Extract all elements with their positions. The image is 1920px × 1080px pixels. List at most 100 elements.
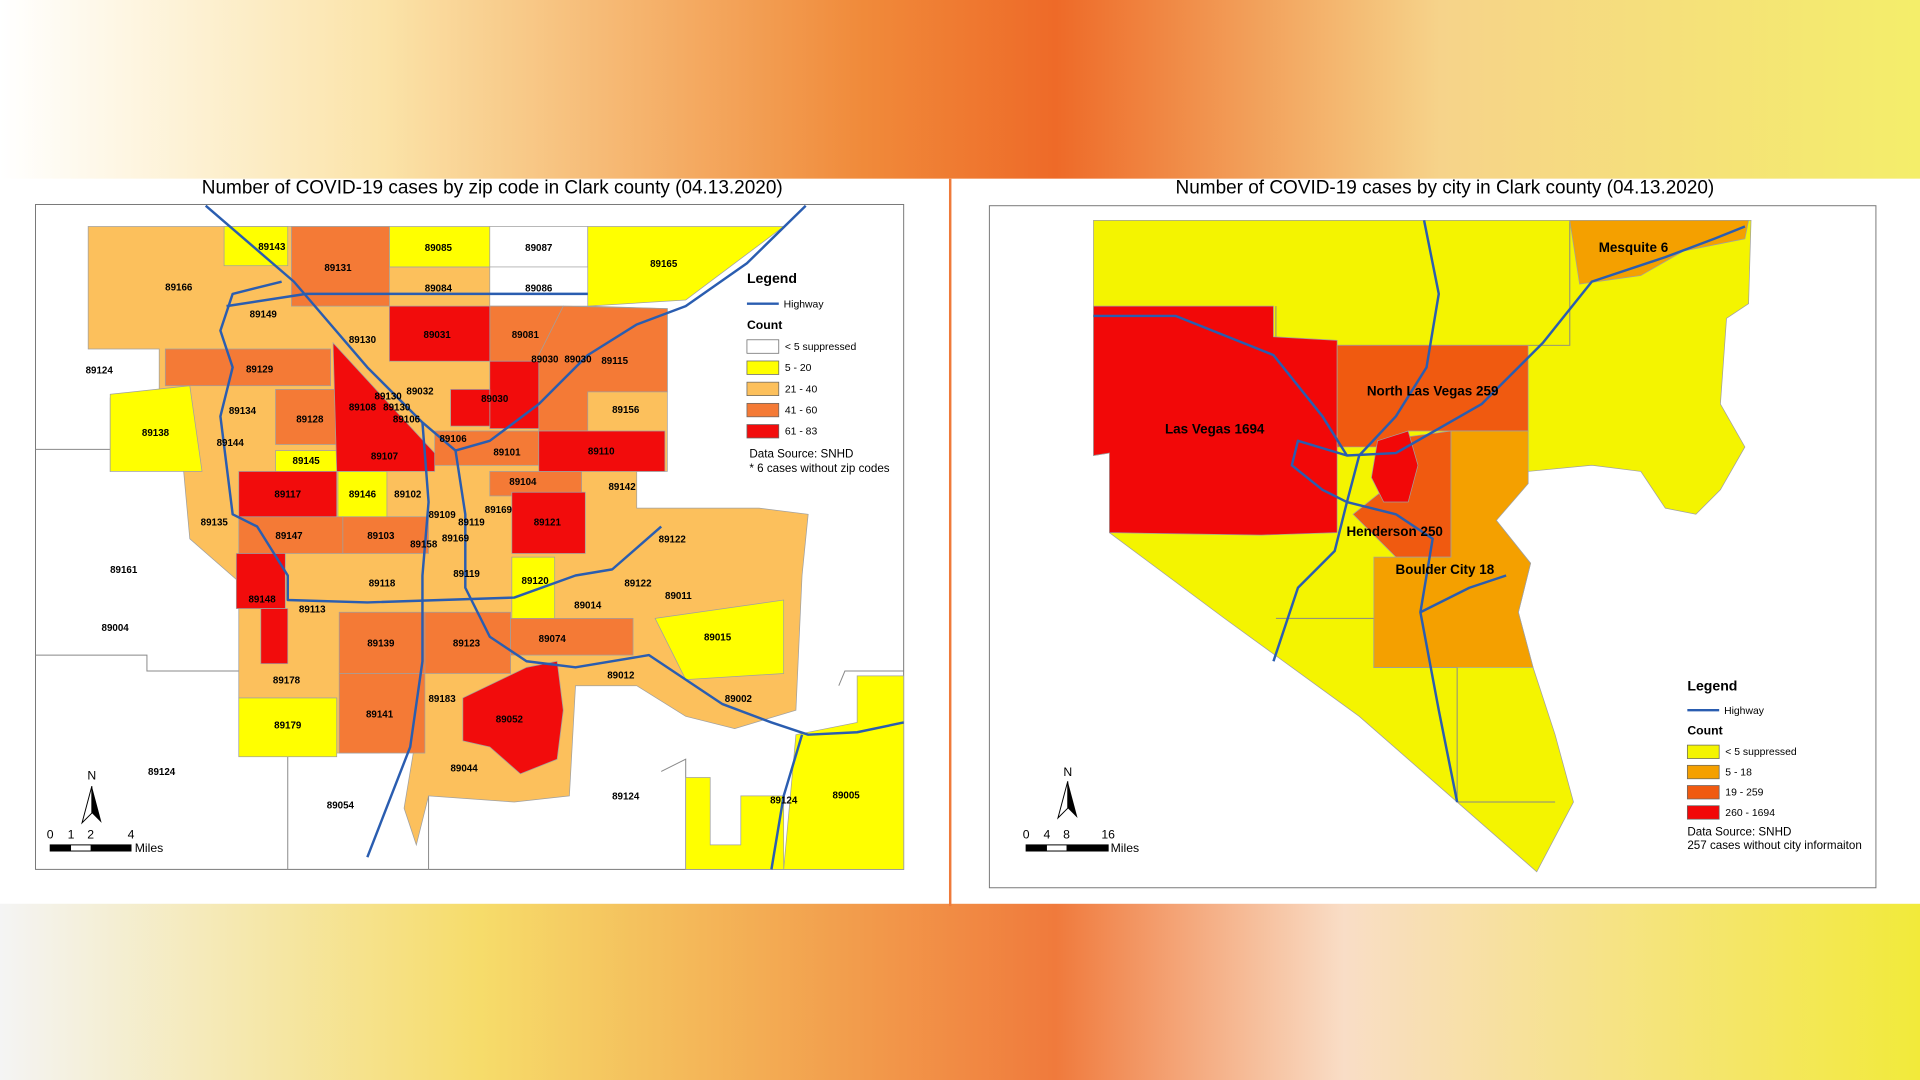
legend-title: Legend xyxy=(747,270,797,286)
zip-label: 89101 xyxy=(493,448,521,459)
note: * 6 cases without zip codes xyxy=(749,462,889,475)
legend-label: 5 - 20 xyxy=(785,363,812,374)
region xyxy=(1371,430,1419,503)
legend-highway: Highway xyxy=(1724,706,1765,717)
legend-label: < 5 suppressed xyxy=(1725,747,1797,758)
legend-label: 61 - 83 xyxy=(785,427,818,438)
top-band xyxy=(0,0,1920,179)
legend-count-title: Count xyxy=(747,318,782,332)
region xyxy=(511,556,556,619)
region xyxy=(511,491,586,554)
zip-label: 89143 xyxy=(258,242,286,253)
zip-label: 89129 xyxy=(246,364,274,375)
note: 257 cases without city informaiton xyxy=(1687,839,1861,852)
region xyxy=(332,341,436,472)
zip-label: 89106 xyxy=(393,415,421,426)
note: Data Source: SNHD xyxy=(749,447,853,460)
zip-label: 89135 xyxy=(201,517,229,528)
scale-label: 2 xyxy=(87,827,94,841)
zip-label: 89148 xyxy=(248,595,276,606)
zip-label: 89108 xyxy=(349,402,377,413)
zip-label: 89146 xyxy=(349,489,377,500)
legend: Legend Highway Count < 5 suppressed 5 - 2… xyxy=(746,270,890,475)
zip-label: 89005 xyxy=(833,791,861,802)
zip-label: 89081 xyxy=(512,330,540,341)
region xyxy=(587,226,785,307)
zip-label: 89121 xyxy=(534,517,562,528)
zip-label: 89124 xyxy=(148,767,176,778)
zip-label: 89107 xyxy=(371,451,399,462)
zip-label: 89104 xyxy=(509,477,537,488)
scale-label: 8 xyxy=(1063,827,1070,841)
region xyxy=(342,516,429,554)
zip-label: 89158 xyxy=(410,539,438,550)
zip-label: 89106 xyxy=(439,434,467,445)
region xyxy=(1093,305,1338,536)
legend-swatch xyxy=(746,339,780,354)
legend-swatch xyxy=(1686,785,1720,800)
zip-label: 89147 xyxy=(275,531,303,542)
legend-swatch xyxy=(746,402,780,418)
zip-label: 89014 xyxy=(574,601,602,612)
zip-label: 89030 xyxy=(564,355,592,366)
legend-count-title: Count xyxy=(1687,723,1722,737)
legend-label: 41 - 60 xyxy=(785,405,818,416)
zip-label: 89169 xyxy=(485,505,513,516)
city-label: Boulder City 18 xyxy=(1396,562,1495,577)
scale-label: 1 xyxy=(68,827,75,841)
legend-swatch xyxy=(1686,805,1720,820)
region xyxy=(654,599,785,680)
region xyxy=(489,360,540,429)
zip-label: 89179 xyxy=(274,721,302,732)
legend-items: < 5 suppressed 5 - 20 21 - 40 41 - 60 61 - 8… xyxy=(746,339,856,439)
zip-label: 89141 xyxy=(366,710,394,721)
legend-swatch xyxy=(746,381,780,397)
city-label: North Las Vegas 259 xyxy=(1367,383,1499,398)
region xyxy=(510,618,634,656)
city-label: Henderson 250 xyxy=(1346,524,1442,539)
zip-label: 89084 xyxy=(425,284,453,295)
zip-label: 89124 xyxy=(86,366,114,377)
zip-label: 89156 xyxy=(612,405,640,416)
scale-bar: 0 4 8 16 Miles xyxy=(1023,827,1139,854)
zip-label: 89183 xyxy=(428,694,456,705)
scale-label: 4 xyxy=(128,827,135,841)
zip-label: 89002 xyxy=(725,694,753,705)
city-map: Number of COVID-19 cases by city in Clar… xyxy=(988,178,1877,889)
zip-label: 89110 xyxy=(588,446,615,457)
zip-label: 89130 xyxy=(349,335,377,346)
region xyxy=(109,385,203,472)
region xyxy=(462,660,564,775)
zip-label: 89145 xyxy=(293,456,321,467)
scale-label: 4 xyxy=(1044,827,1051,841)
zip-label: 89139 xyxy=(367,639,395,650)
zip-areas xyxy=(87,226,905,870)
scale-label: 0 xyxy=(47,827,54,841)
region xyxy=(489,471,583,497)
legend-title: Legend xyxy=(1687,678,1737,694)
zip-label: 89113 xyxy=(299,604,326,615)
zip-label: 89103 xyxy=(367,531,395,542)
note: Data Source: SNHD xyxy=(1687,826,1791,839)
legend-label: 260 - 1694 xyxy=(1725,808,1775,819)
legend-label: 21 - 40 xyxy=(785,384,818,395)
legend-label: 19 - 259 xyxy=(1725,788,1763,799)
scale-unit: Miles xyxy=(135,841,164,855)
zip-label: 89115 xyxy=(601,356,628,367)
zip-label: 89117 xyxy=(274,489,301,500)
region xyxy=(164,348,331,387)
zip-label: 89134 xyxy=(229,406,257,417)
zip-label: 89149 xyxy=(250,309,278,320)
zip-label: 89054 xyxy=(327,800,355,811)
zip-label: 89178 xyxy=(273,675,301,686)
zip-label: 89165 xyxy=(650,259,678,270)
scale-bar: 0 1 2 4 Miles xyxy=(47,827,163,854)
north-label: N xyxy=(1063,765,1072,779)
zip-label: 89119 xyxy=(453,569,480,580)
zip-label: 89074 xyxy=(539,634,567,645)
zip-label: 89128 xyxy=(296,415,324,426)
scale-unit: Miles xyxy=(1111,841,1140,855)
map-title: Number of COVID-19 cases by zip code in … xyxy=(202,178,783,199)
region xyxy=(389,305,491,362)
